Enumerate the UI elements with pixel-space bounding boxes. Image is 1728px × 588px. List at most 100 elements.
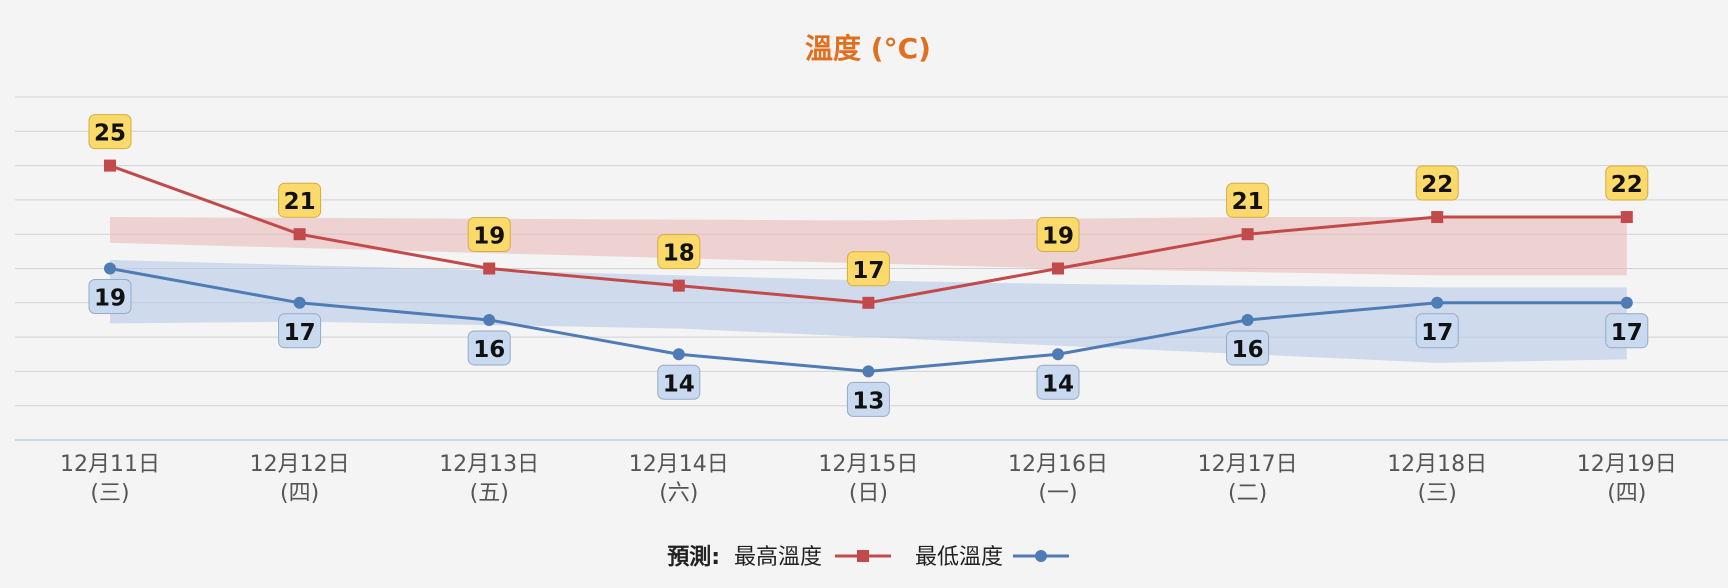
x-tick-weekday: (二) (1228, 481, 1267, 506)
data-label-box (88, 114, 132, 150)
x-tick-weekday: (一) (1038, 481, 1077, 506)
legend-prefix: 預測: (667, 545, 720, 570)
min-temp-point[interactable] (672, 348, 685, 361)
max-temp-point[interactable] (293, 228, 306, 241)
legend-item-min[interactable]: 最低溫度 (915, 545, 1069, 570)
min-temp-point[interactable] (293, 296, 306, 309)
chart-title: 溫度 (°C) (805, 32, 931, 65)
data-label-box (657, 364, 701, 400)
data-label-box (657, 234, 701, 270)
min-temp-point[interactable] (1052, 348, 1064, 361)
series-lines (104, 159, 1633, 378)
data-label-text: 25 (94, 121, 126, 147)
max-temp-point[interactable] (1052, 262, 1064, 275)
max-temp-point[interactable] (1431, 211, 1444, 224)
min-temp-point[interactable] (1431, 296, 1444, 309)
data-label-box (467, 330, 511, 366)
data-label-box (846, 251, 890, 287)
max-temp-label: 18 (657, 234, 701, 270)
max-temp-point[interactable] (672, 279, 685, 292)
data-label-text: 18 (663, 241, 695, 267)
data-label-text: 14 (663, 371, 695, 397)
data-label-text: 19 (94, 286, 126, 312)
data-label-text: 16 (473, 337, 505, 363)
max-temp-label: 25 (88, 114, 132, 150)
data-label-box (1226, 182, 1270, 218)
max-temp-label: 17 (846, 251, 890, 287)
data-label-box (1415, 313, 1459, 349)
min-temp-point[interactable] (1620, 296, 1633, 309)
x-tick-weekday: (四) (1607, 481, 1646, 506)
max-temp-label: 22 (1415, 165, 1459, 201)
min-temp-label: 17 (1605, 313, 1649, 349)
x-tick-date: 12月18日 (1387, 452, 1487, 477)
x-tick-date: 12月14日 (629, 452, 729, 477)
min-temp-label: 17 (1415, 313, 1459, 349)
x-tick-weekday: (三) (90, 481, 129, 506)
x-tick-date: 12月11日 (60, 452, 160, 477)
data-label-box (1226, 330, 1270, 366)
data-label-box (846, 381, 890, 417)
max-temp-point[interactable] (862, 296, 875, 309)
max-temp-point[interactable] (104, 159, 116, 172)
max-temp-point[interactable] (1620, 211, 1633, 224)
x-tick-weekday: (日) (849, 481, 888, 506)
max-temp-label: 19 (467, 217, 511, 252)
x-tick-weekday: (四) (280, 481, 319, 506)
legend-item-max[interactable]: 最高溫度 (734, 545, 891, 570)
data-label-text: 22 (1611, 172, 1643, 198)
x-tick-date: 12月15日 (818, 452, 918, 477)
data-label-text: 21 (284, 189, 316, 215)
x-tick-date: 12月12日 (250, 452, 350, 477)
data-label-text: 19 (473, 224, 505, 250)
min-temp-point[interactable] (104, 262, 116, 275)
data-label-box (278, 182, 322, 218)
legend-label: 最高溫度 (734, 545, 822, 570)
data-label-text: 13 (852, 388, 884, 414)
min-temp-label: 14 (1036, 364, 1080, 400)
data-labels: 25 21 19 18 17 19 21 22 22 19 17 16 14 13 14 16 17 17 (88, 114, 1649, 417)
min-temp-point[interactable] (862, 365, 875, 378)
x-tick-date: 12月17日 (1198, 452, 1298, 477)
data-label-box (467, 217, 511, 252)
data-label-text: 17 (1611, 320, 1643, 346)
x-tick-date: 12月13日 (439, 452, 539, 477)
x-tick-date: 12月16日 (1008, 452, 1108, 477)
min-temp-label: 19 (88, 279, 132, 314)
data-label-box (1036, 217, 1080, 252)
data-label-box (1605, 313, 1649, 349)
max-temp-label: 22 (1605, 165, 1649, 201)
legend[interactable]: 預測: 最高溫度 最低溫度 (667, 545, 1069, 570)
max-temp-label: 21 (278, 182, 322, 218)
max-temp-label: 21 (1226, 182, 1270, 218)
x-tick-weekday: (六) (659, 481, 698, 506)
max-temp-label: 19 (1036, 217, 1080, 252)
min-temp-label: 17 (278, 313, 322, 349)
x-tick-weekday: (三) (1418, 481, 1457, 506)
data-label-text: 14 (1042, 371, 1074, 397)
x-tick-date: 12月19日 (1577, 452, 1677, 477)
legend-circle-marker (1035, 550, 1047, 562)
data-label-box (1036, 364, 1080, 400)
data-label-box (88, 279, 132, 314)
min-temp-label: 16 (1226, 330, 1270, 366)
legend-label: 最低溫度 (915, 545, 1003, 570)
data-label-box (278, 313, 322, 349)
x-axis: 12月11日 (三) 12月12日 (四) 12月13日 (五) 12月14日 (六) 12月1… (60, 452, 1677, 506)
data-label-box (1415, 165, 1459, 201)
min-temp-point[interactable] (1241, 313, 1254, 326)
min-temp-point[interactable] (483, 313, 496, 326)
max-temp-point[interactable] (1241, 228, 1254, 241)
max-temp-point[interactable] (483, 262, 496, 275)
data-label-text: 17 (284, 320, 316, 346)
min-temp-label: 13 (846, 381, 890, 417)
data-label-text: 16 (1232, 337, 1264, 363)
min-temp-label: 14 (657, 364, 701, 400)
legend-square-marker (857, 550, 869, 562)
data-label-text: 22 (1421, 172, 1453, 198)
data-label-text: 17 (1421, 320, 1453, 346)
forecast-bands (110, 217, 1627, 363)
data-label-text: 21 (1232, 189, 1264, 215)
